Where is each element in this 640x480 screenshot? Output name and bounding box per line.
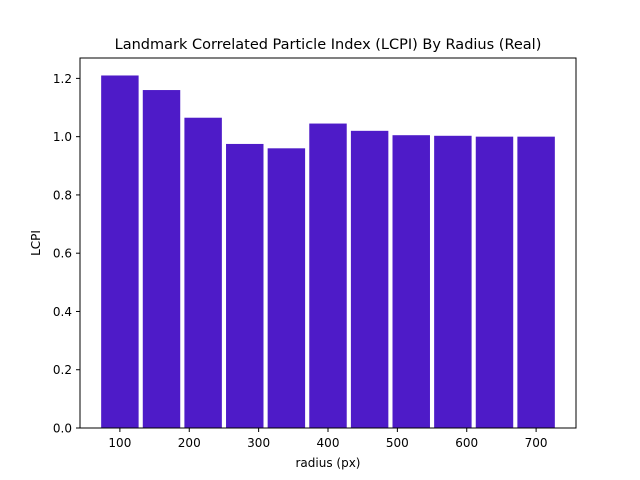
bar-radius-280 bbox=[226, 143, 264, 428]
y-tick-label: 1.2 bbox=[53, 72, 72, 86]
x-tick-label: 700 bbox=[525, 436, 548, 450]
y-tick-label: 1.0 bbox=[53, 130, 72, 144]
bar-radius-100 bbox=[101, 75, 139, 428]
x-tick-label: 600 bbox=[455, 436, 478, 450]
y-axis-ticks: 0.0 0.2 0.4 0.6 0.8 1.0 1.2 bbox=[53, 72, 80, 436]
y-tick-label: 0.2 bbox=[53, 363, 72, 377]
bar-radius-220 bbox=[184, 117, 222, 428]
bar-radius-160 bbox=[142, 90, 181, 429]
x-tick-label: 200 bbox=[178, 436, 201, 450]
bar-radius-400 bbox=[309, 123, 347, 429]
y-axis-title: LCPI bbox=[29, 230, 43, 256]
bar-radius-520 bbox=[392, 135, 430, 428]
y-tick-label: 0.8 bbox=[53, 188, 72, 202]
bar-radius-460 bbox=[350, 130, 389, 428]
bar-radius-340 bbox=[267, 148, 306, 428]
x-tick-label: 100 bbox=[108, 436, 131, 450]
bar-radius-580 bbox=[434, 135, 472, 429]
bar-radius-700 bbox=[517, 136, 555, 428]
chart-title: Landmark Correlated Particle Index (LCPI… bbox=[115, 37, 542, 53]
y-tick-label: 0.0 bbox=[53, 422, 72, 436]
x-tick-label: 300 bbox=[247, 436, 270, 450]
x-axis-title: radius (px) bbox=[296, 456, 361, 470]
y-tick-label: 0.6 bbox=[53, 247, 72, 261]
bars-group bbox=[101, 75, 555, 429]
x-tick-label: 500 bbox=[386, 436, 409, 450]
x-tick-label: 400 bbox=[317, 436, 340, 450]
x-axis-ticks: 100 200 300 400 500 600 700 bbox=[108, 428, 548, 450]
bar-radius-640 bbox=[475, 136, 514, 428]
y-tick-label: 0.4 bbox=[53, 305, 72, 319]
